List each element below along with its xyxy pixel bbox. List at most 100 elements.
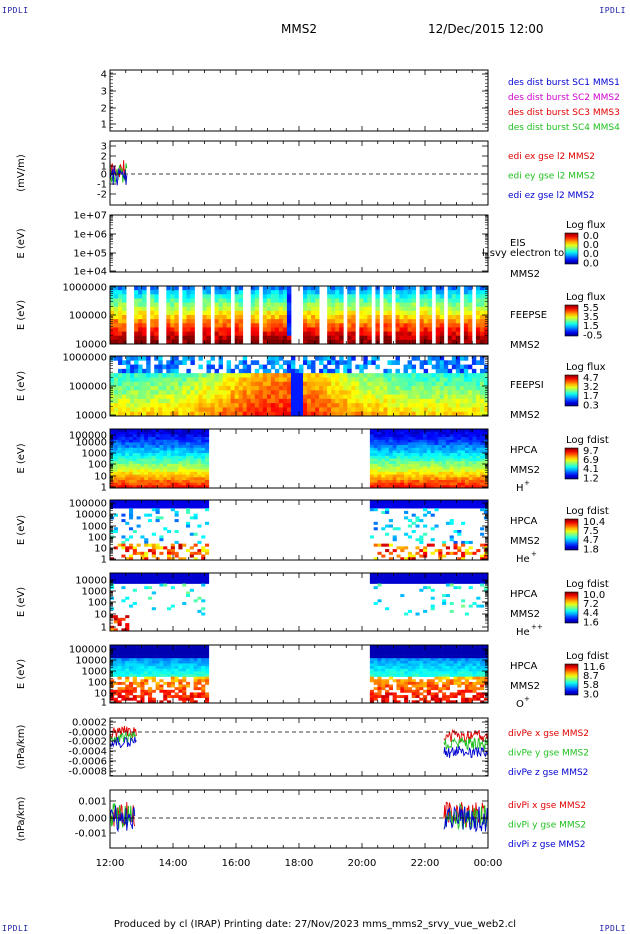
species-label: H [516,483,524,494]
y-tick-label: 1 [101,120,107,131]
species-charge: + [524,695,530,703]
y-axis-label: (nPa/km) [16,725,27,770]
colorbar-tick-label: 4.7 [583,373,599,384]
colorbar-tick-label: 4.4 [583,608,599,619]
legend-entry: divPe x gse MMS2 [508,729,589,739]
instrument-label: FEEPSI [510,380,544,391]
y-axis-label: E (eV) [16,587,27,617]
y-tick-label: 1000 [82,587,107,598]
spacecraft-label: MMS2 [510,410,540,421]
x-tick-label: 18:00 [285,858,314,869]
corner-label-bottom-right: IPDLI [599,924,626,933]
legend-entry: divPi z gse MMS2 [508,840,585,850]
y-tick-label: 10000 [75,656,107,667]
y-axis-label: E (eV) [16,300,27,330]
colorbar-title: Log flux [566,220,606,231]
y-axis-label: (nPa/km) [16,797,27,842]
y-tick-label: 10 [94,472,107,483]
corner-label-top-right: IPDLI [599,6,626,15]
x-tick-label: 16:00 [222,858,251,869]
y-tick-label: 2 [101,104,107,115]
y-tick-label: -0.0000 [68,728,107,739]
x-axis: 12:00 14:00 16:00 18:00 20:00 22:00 00:00 [96,858,503,869]
colorbar [564,374,579,407]
colorbar-tick-label: 1.6 [583,617,599,628]
panel-frame [109,717,489,777]
y-axis-label: E (eV) [16,443,27,473]
y-tick-label: 4 [101,70,107,81]
y-tick-label: -0.001 [75,829,107,840]
y-tick-label: 100000 [69,311,107,322]
legend-entry: divPe y gse MMS2 [508,749,589,759]
colorbar-tick-label: 5.8 [583,680,599,691]
species-label: He [516,554,530,565]
x-tick-label: 12:00 [96,858,125,869]
y-tick-label: 1000000 [62,353,107,364]
colorbar-tick-label: 7.5 [583,526,599,537]
spacecraft-label: MMS2 [510,340,540,351]
instrument-label: HPCA [510,661,538,672]
spacecraft-label: MMS2 [510,536,540,547]
legend-entry: des dist burst SC3 MMS3 [508,108,620,118]
y-tick-label: -2 [97,190,107,201]
y-tick-label: 1000 [82,522,107,533]
y-tick-label: 100000 [69,382,107,393]
y-axis-label: E (eV) [16,228,27,258]
y-tick-label: 10 [94,544,107,555]
y-tick-label: 100 [88,460,107,471]
legend-entry: divPi y gse MMS2 [508,821,586,831]
colorbar-tick-label: 6.9 [583,455,599,466]
colorbar-tick-label: 1.8 [583,544,599,555]
y-tick-label: 100 [88,598,107,609]
overlay-text: l_svy electron to [482,248,564,259]
y-tick-label: 1000000 [62,283,107,294]
panel-11: 0.001 0.000 -0.001 (nPa/km) divPi x gse MMS2… [16,789,586,850]
y-tick-label: 10000 [75,340,107,351]
y-axis-label: E (eV) [16,515,27,545]
legend-entry: divPe z gse MMS2 [508,768,588,778]
y-tick-label: 1e+04 [73,267,107,278]
y-tick-label: -0.0002 [68,737,107,748]
legend-entry: des dist burst SC1 MMS1 [508,78,620,88]
y-tick-label: 0.000 [78,814,107,825]
y-axis-label: (mV/m) [16,154,27,192]
y-tick-label: 1 [101,162,107,173]
colorbar-tick-label: 4.7 [583,535,599,546]
panel-5: 1000000 100000 10000 E (eV) FEEPSI MMS2 Log fl… [16,353,606,422]
colorbar-tick-label: 1.2 [583,473,599,484]
colorbar-tick-label: 9.7 [583,446,599,457]
colorbar-tick-label: 10.0 [583,590,605,601]
colorbar [564,232,579,265]
y-tick-label: 3 [101,142,107,153]
panel-1: 4 3 2 1 des dist burst SC1 MMS1 des dist burs… [101,69,620,133]
legend-entry: des dist burst SC2 MMS2 [508,93,620,103]
corner-label-top-left: IPDLI [2,6,29,15]
colorbar-tick-label: 5.5 [583,303,599,314]
colorbar-title: Log flux [566,292,606,303]
panel-4: 1000000 100000 10000 E (eV) FEEPSE MMS2 Log fl… [16,283,606,352]
colorbar-tick-label: 7.2 [583,599,599,610]
species-charge: + [524,479,530,487]
y-tick-label: -0.0006 [68,757,107,768]
colorbar-tick-label: 0.3 [583,400,599,411]
colorbar-tick-label: 3.5 [583,312,599,323]
colorbar [564,663,579,696]
instrument-label: FEEPSE [510,310,547,321]
panel-frame [109,789,489,849]
colorbar-title: Log fdist [566,651,609,662]
y-tick-label: 10 [94,689,107,700]
spacecraft-label: MMS2 [510,681,540,692]
y-tick-label: 0.001 [78,797,107,808]
colorbar-tick-label: 3.0 [583,689,599,700]
date-time-title: 12/Dec/2015 12:00 [428,22,544,36]
y-tick-label: 1e+07 [73,211,107,222]
y-tick-label: 100 [88,678,107,689]
y-tick-label: 1e+06 [73,230,107,241]
panel-frame [109,69,489,132]
species-label: He [516,627,530,638]
x-tick-label: 14:00 [159,858,188,869]
y-tick-label: 3 [101,87,107,98]
